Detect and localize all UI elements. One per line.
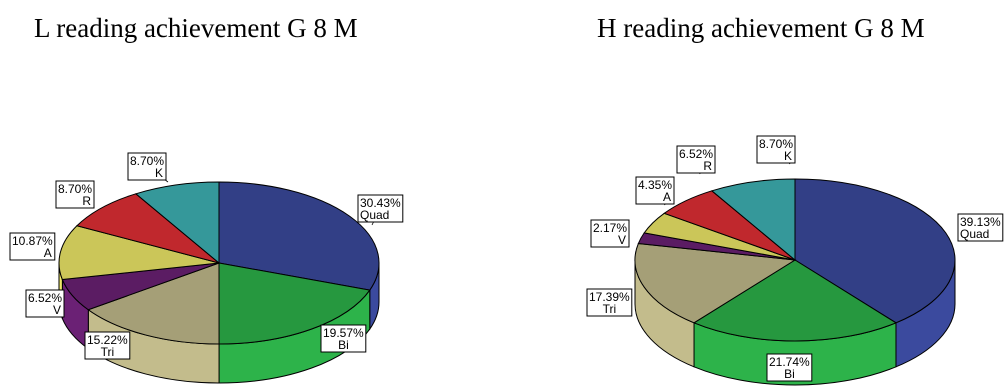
chart-title-left: L reading achievement G 8 M <box>34 13 358 43</box>
pie-slice-r[interactable] <box>75 193 220 264</box>
chart-title-right: H reading achievement G 8 M <box>597 13 925 43</box>
slice-percent-label: 30.43% <box>360 196 401 210</box>
label-box-r <box>55 180 95 209</box>
label-box-k <box>127 152 167 181</box>
slice-category-label: R <box>82 194 91 208</box>
pie-right: 39.13%Quad 21.74%Bi 17.39%Tri 2.17%V 4.35%A 6… <box>586 135 1004 386</box>
pie-slice-k[interactable] <box>710 178 796 262</box>
slice-category-label: K <box>784 149 792 163</box>
slice-category-label: Quad <box>360 208 389 222</box>
slice-category-label: V <box>618 233 626 247</box>
slice-category-label: R <box>703 159 712 173</box>
pie-slice-tri[interactable] <box>87 262 220 345</box>
slice-category-label: Quad <box>960 227 989 241</box>
slice-percent-label: 15.22% <box>87 333 128 347</box>
slice-percent-label: 6.52% <box>679 147 713 161</box>
label-box-r <box>676 145 716 174</box>
pie-slice-a[interactable] <box>58 225 220 281</box>
label-box-quad <box>957 213 1004 242</box>
slice-percent-label: 8.70% <box>58 182 92 196</box>
pie-slice-quad[interactable] <box>794 178 956 324</box>
label-box-v <box>25 289 65 318</box>
slice-percent-label: 17.39% <box>589 290 630 304</box>
slice-category-label: V <box>53 303 61 317</box>
slice-category-label: Tri <box>603 302 617 316</box>
slice-percent-label: 2.17% <box>593 221 627 235</box>
pie-slice-k[interactable] <box>134 181 220 265</box>
pie-slice-bi[interactable] <box>218 262 371 345</box>
slice-percent-label: 8.70% <box>130 154 164 168</box>
label-box-bi <box>766 353 813 382</box>
label-box-v <box>590 219 630 248</box>
slice-percent-label: 4.35% <box>638 178 672 192</box>
label-box-quad <box>357 194 404 223</box>
slice-percent-label: 8.70% <box>759 137 793 151</box>
slice-percent-label: 10.87% <box>12 234 53 248</box>
label-box-a <box>9 232 56 261</box>
pie-slice-bi[interactable] <box>692 259 898 342</box>
label-box-a <box>635 176 675 205</box>
slice-category-label: K <box>155 166 163 180</box>
slice-category-label: Bi <box>338 338 349 352</box>
slice-percent-label: 6.52% <box>28 291 62 305</box>
slice-category-label: A <box>44 246 52 260</box>
slice-percent-label: 19.57% <box>323 326 364 340</box>
label-box-tri <box>586 288 633 317</box>
slice-category-label: A <box>663 190 671 204</box>
slice-category-label: Bi <box>784 367 795 381</box>
slice-category-label: Tri <box>101 345 115 359</box>
pie-slice-quad[interactable] <box>218 181 380 291</box>
slice-percent-label: 21.74% <box>769 355 810 369</box>
pie-left: 30.43%Quad 19.57%Bi 15.22%Tri 6.52%V 10.87%A… <box>9 152 404 384</box>
label-box-k <box>756 135 796 164</box>
slice-percent-label: 39.13% <box>960 215 1001 229</box>
label-box-bi <box>320 324 367 353</box>
pie-slice-tri[interactable] <box>634 242 797 324</box>
label-box-tri <box>84 331 131 360</box>
